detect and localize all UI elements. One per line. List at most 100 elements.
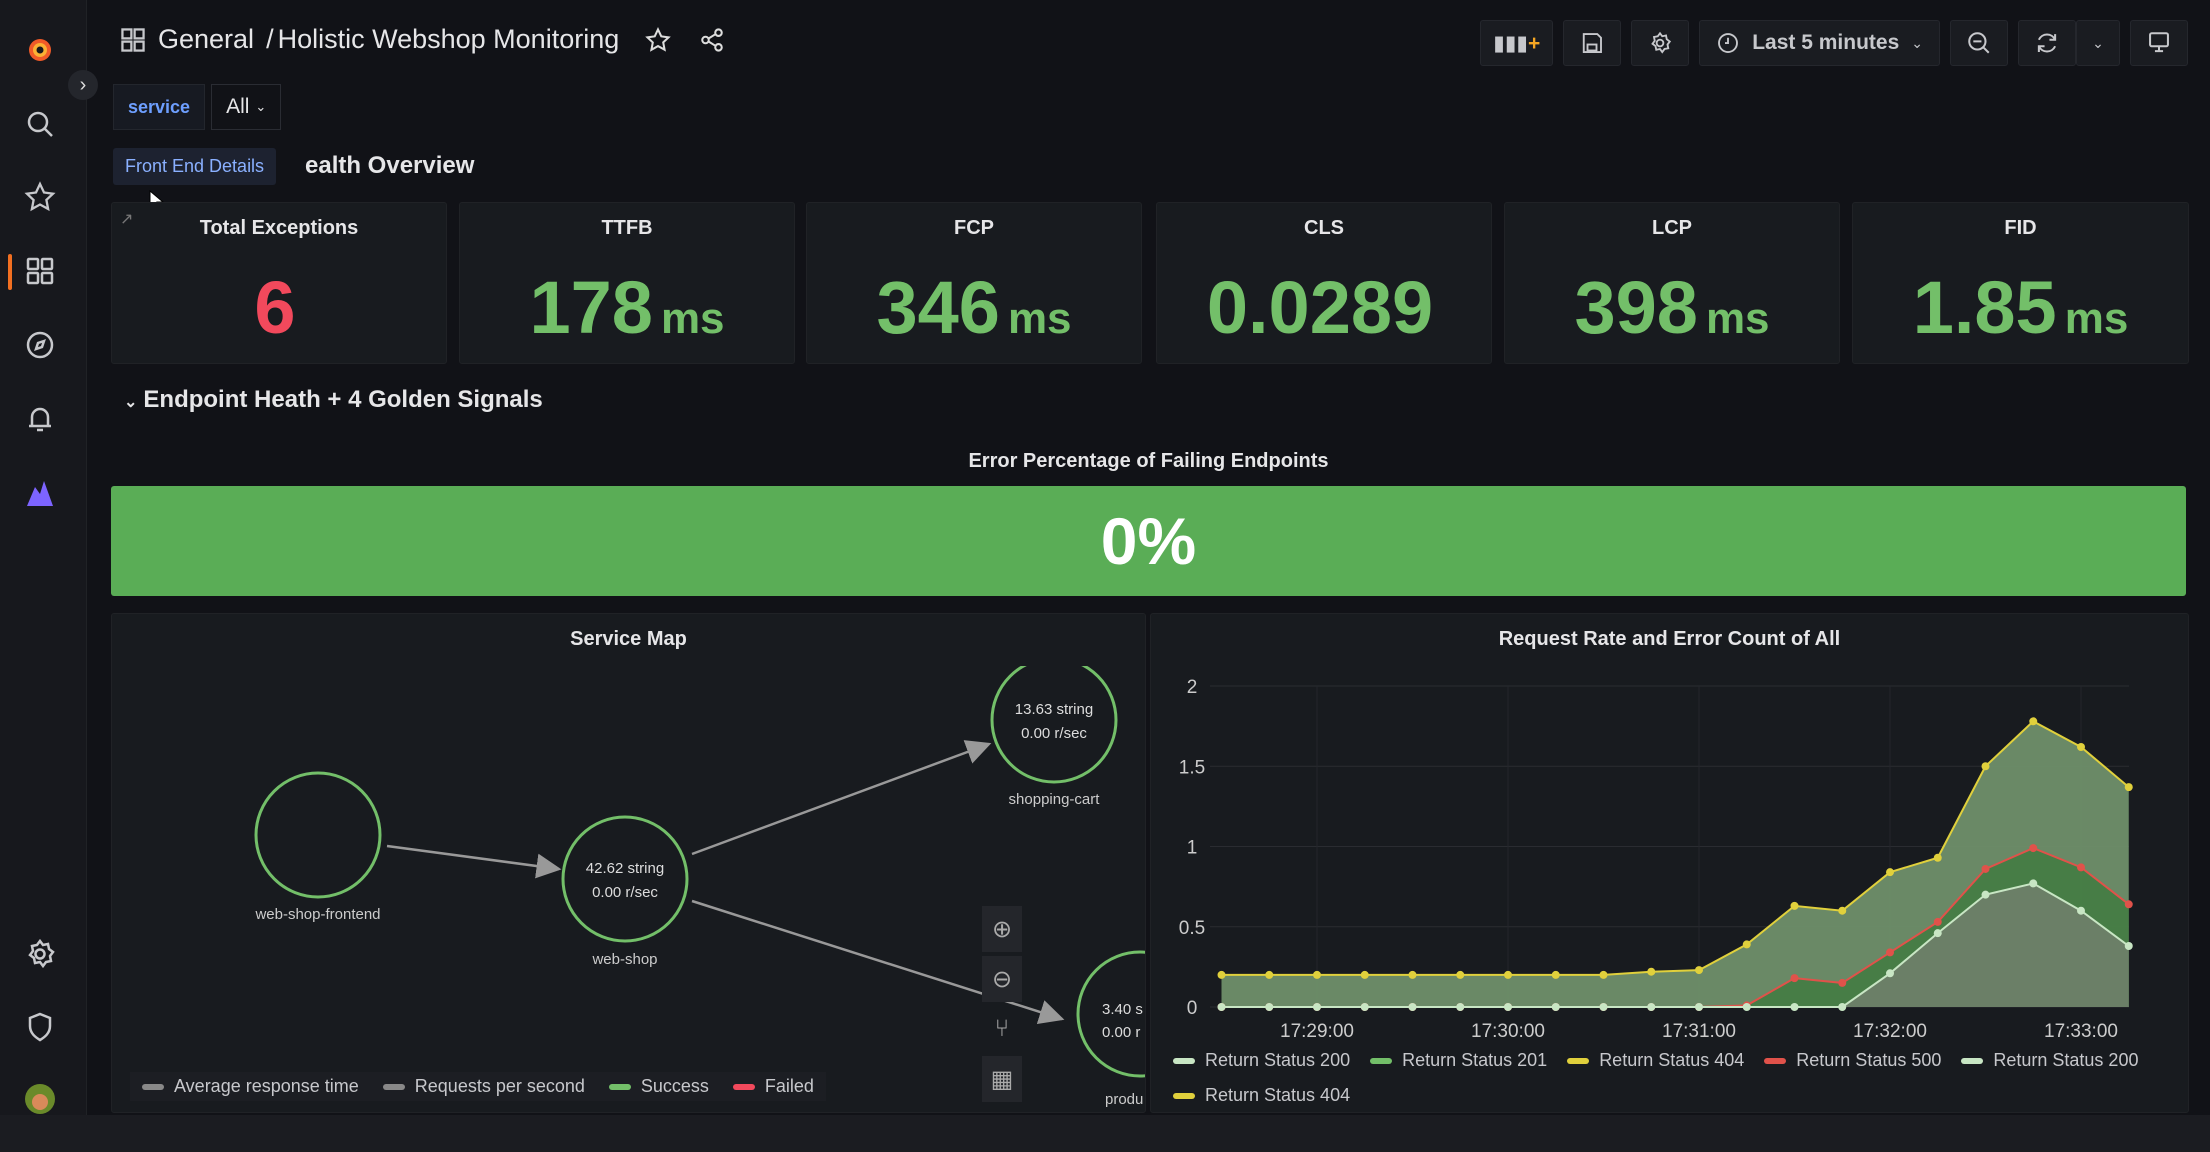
node-web-shop-frontend[interactable]: web-shop-frontend xyxy=(254,771,382,923)
legend-item[interactable]: Return Status 500 xyxy=(1764,1050,1941,1071)
data-point xyxy=(1886,948,1894,957)
stat-panel-ttfb: TTFB 178 ms xyxy=(459,202,795,364)
node-label: web-shop xyxy=(591,951,657,968)
share-icon[interactable] xyxy=(699,27,725,53)
service-map-panel: web-shop-frontend 42.62 string 0.00 r/sec… xyxy=(111,613,1146,1113)
data-point xyxy=(1933,853,1942,862)
row-title-text: Endpoint Heath + 4 Golden Signals xyxy=(143,386,543,413)
dashboards-icon[interactable] xyxy=(22,253,58,289)
edge-frontend-webshop[interactable] xyxy=(386,844,562,879)
chevron-down-icon: ⌄ xyxy=(255,99,267,114)
data-point xyxy=(1217,1003,1226,1011)
node-stat: 0.00 r xyxy=(1102,1024,1140,1041)
time-range-label: Last 5 minutes xyxy=(1752,31,1900,54)
zoom-in-button[interactable]: ⊕ xyxy=(982,906,1022,952)
legend-swatch xyxy=(1961,1057,1984,1064)
grid-view-icon[interactable]: ▦ xyxy=(982,1056,1022,1102)
stat-number: 398 xyxy=(1574,266,1698,349)
legend-item[interactable]: Return Status 200 xyxy=(1173,1050,1350,1071)
layout-toggle-icon[interactable]: ⑂ xyxy=(994,1015,1010,1042)
user-avatar[interactable] xyxy=(22,1081,58,1117)
legend-swatch xyxy=(1173,1092,1195,1099)
error-percentage-bar-gauge: 0% xyxy=(111,486,2186,596)
alerting-bell-icon[interactable] xyxy=(22,401,58,437)
legend-item[interactable]: Return Status 201 xyxy=(1370,1050,1547,1071)
y-tick-label: 1.5 xyxy=(1179,757,1205,778)
refresh-button[interactable] xyxy=(2018,20,2076,66)
gear-icon xyxy=(1651,31,1672,54)
legend-label: Return Status 201 xyxy=(1402,1050,1548,1070)
legend-label: Return Status 500 xyxy=(1796,1050,1942,1070)
data-point xyxy=(1790,901,1799,910)
legend-item[interactable]: Return Status 200 xyxy=(1961,1050,2138,1071)
x-tick-label: 17:29:00 xyxy=(1280,1021,1354,1042)
gauge-value: 0% xyxy=(1100,504,1197,578)
save-dashboard-button[interactable] xyxy=(1563,20,1622,66)
data-point xyxy=(2029,879,2038,888)
legend-item[interactable]: Return Status 404 xyxy=(1567,1050,1744,1071)
stat-number: 346 xyxy=(876,266,1000,349)
panel-link-icon[interactable]: ↗ xyxy=(120,211,134,228)
expand-sidebar-button[interactable]: › xyxy=(68,70,98,100)
time-range-picker[interactable]: Last 5 minutes ⌄ xyxy=(1699,20,1940,66)
search-icon[interactable] xyxy=(22,106,58,142)
service-variable-select[interactable]: All ⌄ xyxy=(211,84,282,130)
k6-icon[interactable] xyxy=(22,475,58,511)
zoom-out-button[interactable]: ⊖ xyxy=(982,956,1022,1002)
data-point xyxy=(1408,970,1417,979)
legend-label: Return Status 200 xyxy=(1993,1050,2139,1070)
data-point xyxy=(2077,863,2085,872)
star-icon[interactable] xyxy=(22,179,58,215)
stat-value: 178 ms xyxy=(460,265,794,350)
favorite-star-icon[interactable] xyxy=(645,26,672,53)
tv-mode-button[interactable] xyxy=(2130,20,2188,66)
node-web-shop[interactable]: 42.62 string 0.00 r/sec web-shop xyxy=(561,815,689,968)
service-map-legend: Average response time Requests per secon… xyxy=(130,1072,826,1101)
grafana-logo-icon[interactable] xyxy=(22,31,58,67)
data-point xyxy=(1599,1003,1608,1011)
dashboard-settings-button[interactable] xyxy=(1631,20,1690,66)
panel-title: CLS xyxy=(1304,217,1344,239)
legend-item[interactable]: Return Status 404 xyxy=(1173,1085,1350,1106)
monitor-icon xyxy=(2149,32,2169,53)
breadcrumb-folder[interactable]: General xyxy=(158,24,255,54)
legend-swatch xyxy=(1173,1057,1195,1064)
y-tick-label: 2 xyxy=(1187,677,1198,698)
add-panel-button[interactable]: ▮▮▮+ xyxy=(1480,20,1554,66)
legend-swatch xyxy=(1370,1057,1393,1064)
request-rate-panel: 0 0.5 1 1.5 2 17:29:00 17:30:00 17:31:00 17:32:0… xyxy=(1150,613,2189,1113)
node-product[interactable]: 3.40 s 0.00 r produ xyxy=(1076,950,1146,1108)
stat-panel-fid: FID 1.85 ms xyxy=(1852,202,2189,364)
node-shopping-cart[interactable]: 13.63 string 0.00 r/sec shopping-cart xyxy=(990,656,1118,808)
stat-value: 6 xyxy=(112,265,446,350)
breadcrumb-separator: / xyxy=(266,24,274,54)
data-point xyxy=(1981,864,1990,873)
legend-label: Return Status 200 xyxy=(1205,1050,1351,1070)
data-point xyxy=(1647,967,1656,976)
shield-icon[interactable] xyxy=(22,1009,58,1045)
chart-legend: Return Status 200 Return Status 201 Return… xyxy=(1173,1050,2173,1106)
x-tick-label: 17:31:00 xyxy=(1662,1021,1736,1042)
service-variable-label: service xyxy=(113,84,206,130)
x-tick-label: 17:33:00 xyxy=(2044,1021,2118,1042)
data-point xyxy=(1742,940,1751,949)
zoom-out-time-button[interactable] xyxy=(1950,20,2008,66)
row-title-health-overview[interactable]: ealth Overview xyxy=(305,152,475,179)
request-rate-chart[interactable]: 0 0.5 1 1.5 2 17:29:00 17:30:00 17:31:00 17:32:0… xyxy=(1151,614,2190,1054)
series-area xyxy=(1221,721,2129,1007)
row-title-endpoint[interactable]: ⌄ Endpoint Heath + 4 Golden Signals xyxy=(124,386,543,414)
data-point xyxy=(1838,978,1847,987)
explore-compass-icon[interactable] xyxy=(22,327,58,363)
data-point xyxy=(1886,969,1894,978)
data-point xyxy=(1265,1003,1274,1011)
edge-webshop-cart[interactable] xyxy=(691,740,992,856)
settings-gear-icon[interactable] xyxy=(22,936,58,972)
refresh-interval-dropdown[interactable]: ⌄ xyxy=(2076,20,2120,66)
clock-icon xyxy=(1718,33,1739,53)
x-tick-label: 17:32:00 xyxy=(1853,1021,1927,1042)
stat-number: 0.0289 xyxy=(1206,266,1434,349)
series-area xyxy=(1221,883,2129,1007)
stat-number: 178 xyxy=(529,266,653,349)
y-tick-label: 0.5 xyxy=(1179,918,1205,939)
breadcrumb: General / Holistic Webshop Monitoring xyxy=(120,24,725,55)
